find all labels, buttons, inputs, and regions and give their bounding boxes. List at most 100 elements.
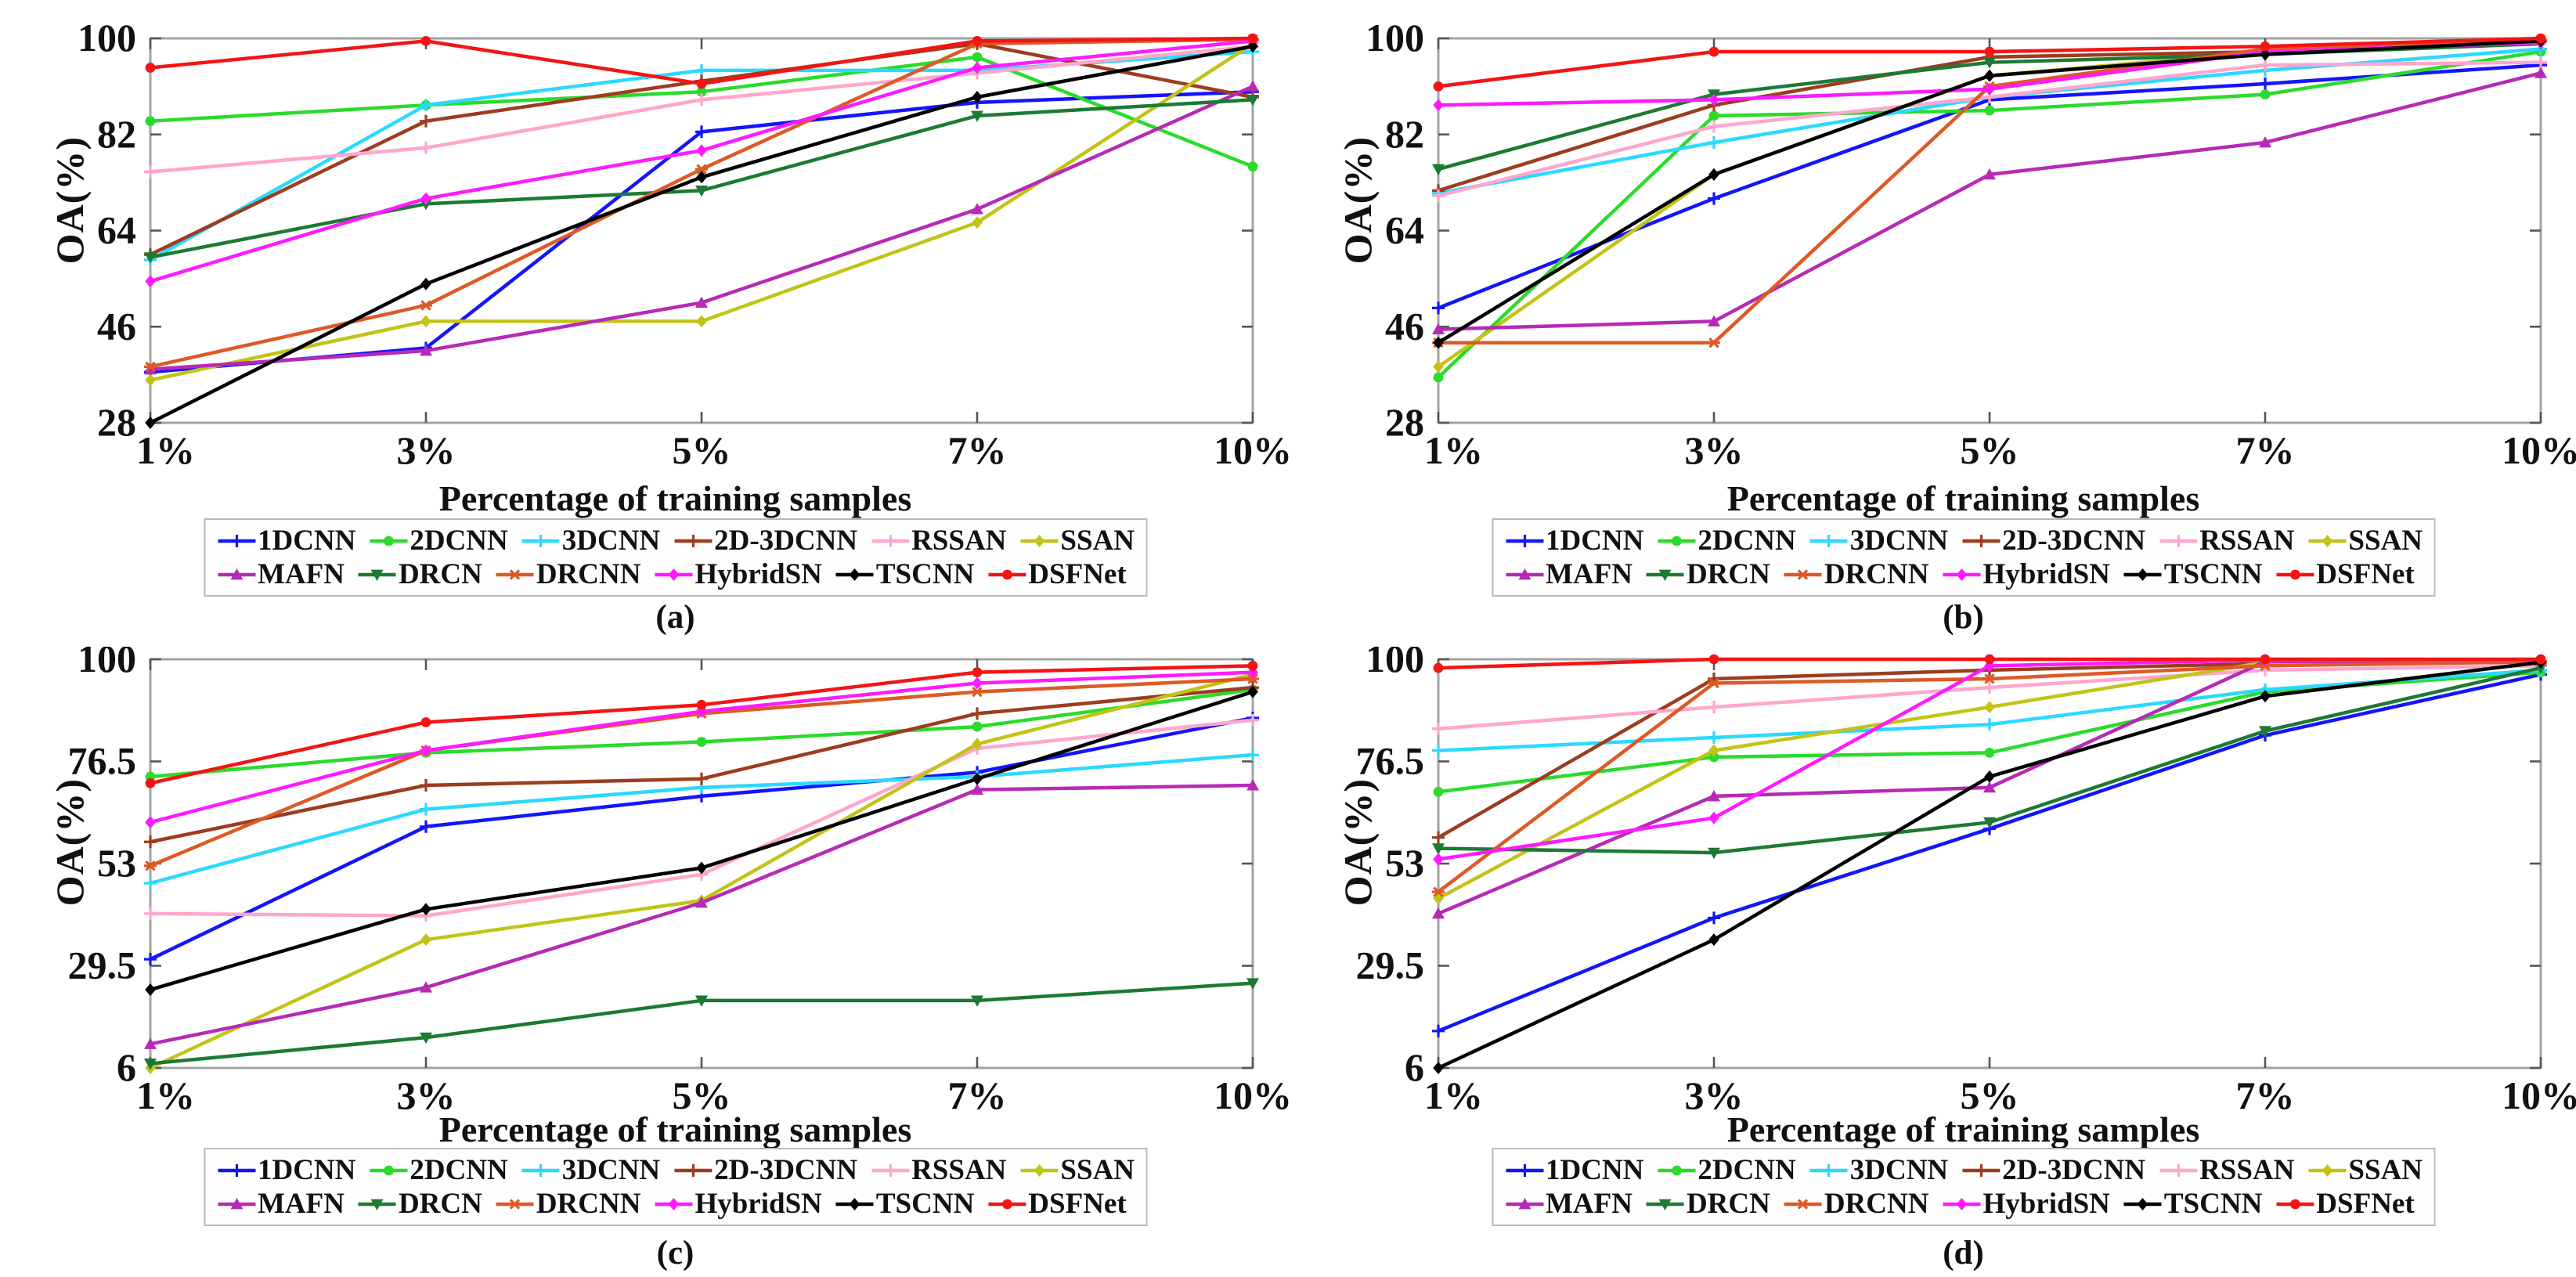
legend-entry-drcnn: DRCNN [495,1187,640,1221]
panel-letter: (a) [655,599,695,636]
legend-row: 1DCNN 2DCNN 3DCNN 2D-3DCNN RSSAN SSAN [1504,1153,2423,1187]
data-point-marker [2259,726,2271,738]
data-point-marker [229,568,243,579]
x-tick-label: 5% [1961,428,2019,468]
data-point-marker [1433,853,1444,866]
data-point-marker [1984,747,1995,758]
legend-label: 1DCNN [257,1154,356,1186]
data-point-marker [1983,681,1996,694]
legend-label: DRCN [1686,1188,1770,1220]
panel-letter: (d) [1943,1235,1984,1272]
data-point-marker [884,1163,897,1177]
legend-label: DSFNet [2316,558,2415,590]
legend-marker-icon [1646,1199,1684,1210]
data-point-marker [687,1163,700,1177]
data-point-marker [145,275,156,288]
legend-entry-mafn: MAFN [1504,557,1633,591]
legend-marker-icon [521,534,560,547]
y-tick-label: 76.5 [68,739,137,783]
legend-marker-icon [2308,534,2347,547]
legend-marker-icon [835,568,874,581]
y-tick-label: 6 [117,1045,136,1089]
x-tick-label: 3% [397,428,456,468]
legend-label: TSCNN [875,558,975,590]
data-point-marker [144,361,157,373]
data-point-marker [1432,323,1445,335]
data-point-marker [2322,534,2333,547]
legend-marker-icon [835,1197,874,1210]
data-point-marker [229,1163,243,1177]
data-point-marker [1247,80,1259,92]
legend-marker-icon [1943,568,1981,581]
legend-marker-icon [1784,1198,1822,1210]
x-tick-label: 7% [948,428,1007,468]
legend-marker-icon [655,568,693,581]
data-point-marker [696,78,707,89]
legend-entry-drcn: DRCN [357,557,482,591]
data-point-marker [1984,659,1995,673]
data-point-marker [1432,164,1445,176]
legend-entry-drcn: DRCN [1645,557,1770,591]
data-point-marker [696,699,707,710]
data-point-marker [972,36,983,46]
data-point-marker [1432,744,1445,757]
y-axis-label: OA(%) [1336,136,1380,265]
legend-marker-icon [2308,1163,2347,1177]
data-point-marker [1247,660,1258,671]
y-tick-label: 53 [97,841,136,885]
data-point-marker [2260,654,2271,665]
x-tick-label: 5% [1961,1073,2019,1113]
data-point-marker [695,125,708,139]
data-point-marker [144,907,157,920]
data-point-marker [1433,81,1444,92]
data-point-marker [971,707,983,720]
data-point-marker [420,99,432,112]
data-point-marker [2260,48,2271,61]
legend-marker-icon [1658,1165,1696,1175]
data-point-marker [972,667,983,678]
legend-marker-icon [1505,1163,1543,1177]
y-tick-label: 28 [97,400,136,444]
panel-c: 6 29.5 53 76.5 100 1% 3% 5% 7% 10% OA(%) Percenta… [31,647,1319,1277]
legend-label: 2DCNN [1697,1154,1796,1186]
legend-label: DSFNet [1028,558,1127,590]
data-point-marker [1708,168,1719,181]
legend-box: 1DCNN 2DCNN 3DCNN 2D-3DCNN RSSAN SSAN MAFN DRCN… [203,518,1148,597]
data-point-marker [2260,690,2271,703]
data-point-marker [420,803,432,816]
legend-entry-rssan: RSSAN [870,524,1006,557]
x-tick-label: 10% [1214,1073,1292,1113]
data-point-marker [1658,569,1672,581]
data-point-marker [2535,33,2546,44]
y-tick-label: 82 [97,112,136,156]
data-point-marker [1975,1163,1988,1177]
data-point-marker [1708,701,1720,714]
data-point-marker [1708,93,1719,106]
data-point-marker [1517,1163,1531,1177]
data-point-marker [1983,673,1996,684]
legend-label: DSFNet [2316,1188,2415,1220]
legend-label: 1DCNN [257,525,356,557]
legend-label: 2DCNN [409,1154,508,1186]
legend-label: TSCNN [2163,558,2263,590]
legend-row: MAFN DRCN DRCNN HybridSN TSCNN DSFNet [1504,1187,2423,1221]
legend-entry-ssan: SSAN [2307,524,2423,557]
legend-entry-1dcnn: 1DCNN [216,524,355,557]
legend-marker-icon [2276,1199,2314,1209]
data-point-marker [1432,1024,1445,1037]
data-point-marker [971,203,983,215]
data-point-marker [420,114,432,128]
data-point-marker [229,1197,243,1209]
data-point-marker [144,165,157,179]
data-point-marker [1796,1198,1809,1210]
data-point-marker [1984,82,1995,96]
data-point-marker [696,86,707,97]
legend-label: SSAN [1060,1154,1135,1186]
data-point-marker [696,861,707,875]
data-point-marker [2259,59,2271,72]
y-axis-label: OA(%) [48,778,92,907]
data-point-marker [144,252,157,264]
data-point-marker [971,995,983,1007]
data-point-marker [972,52,983,63]
legend-entry-tscnn: TSCNN [2123,557,2262,591]
